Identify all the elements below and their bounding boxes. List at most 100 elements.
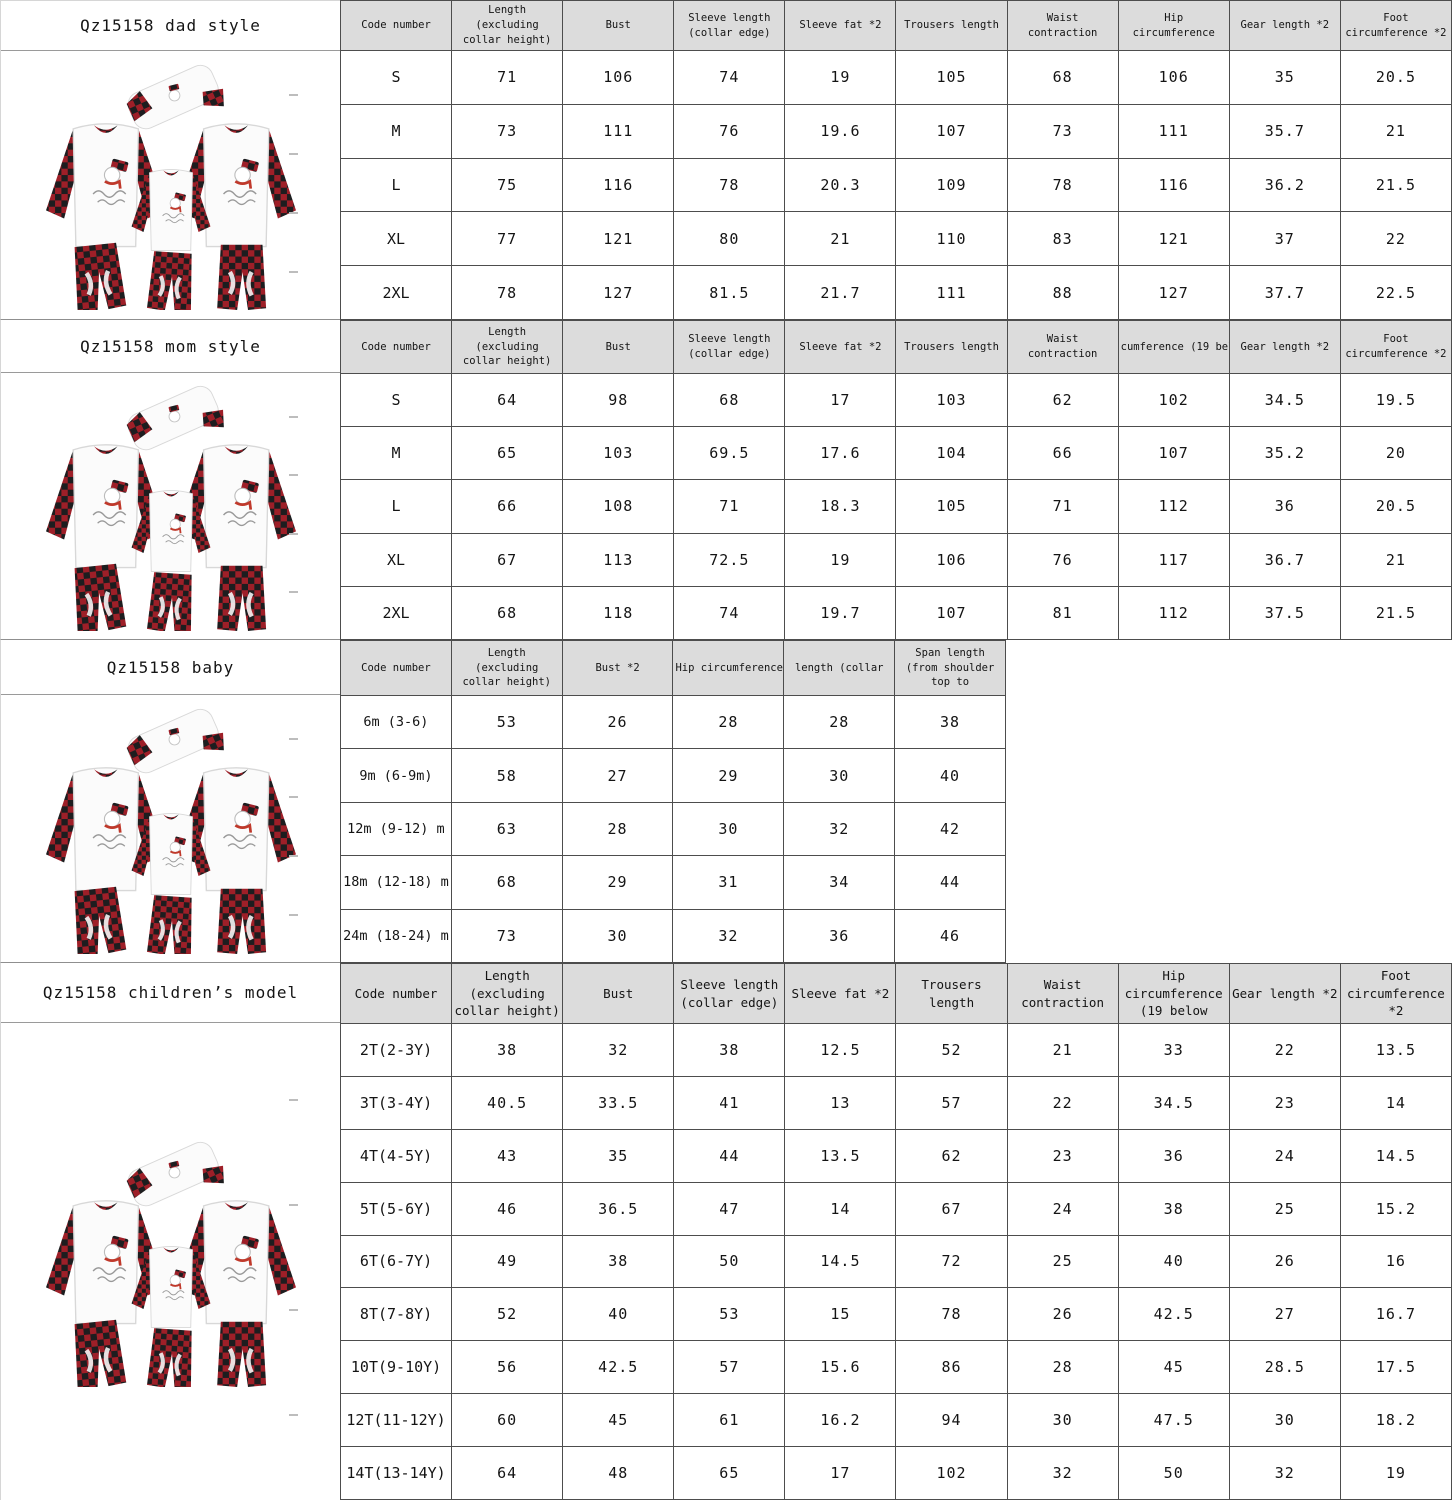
size-table-dad: Code number Length (excluding collar heig… [339,0,1452,320]
size-table-baby: Code number Length (excluding collar heig… [340,640,1006,964]
measurement-cell: 49 [451,1234,564,1289]
measurement-cell: 38 [1117,1181,1230,1236]
measurement-cell: 74 [673,50,786,105]
measurement-cell: 103 [562,426,675,481]
size-code-cell: 6m (3-6) [340,694,452,750]
measurement-cell: 112 [1117,479,1230,534]
measurement-cell: 48 [562,1446,675,1500]
measurement-cell: 35.2 [1228,426,1341,481]
measurement-cell: 20.5 [1339,50,1452,105]
measurement-cell: 83 [1006,211,1119,267]
measurement-cell: 20.3 [784,157,897,213]
measurement-cell: 72.5 [673,532,786,587]
photo-dash [289,270,298,273]
measurement-cell: 127 [1117,265,1230,320]
measurement-cell: 36.5 [562,1181,675,1236]
header-cell: Bust [562,320,675,374]
measurement-cell: 33 [1117,1023,1230,1077]
measurement-cell: 73 [450,908,563,964]
children-left-panel: Qz15158 children’s model [0,963,340,1500]
measurement-cell: 38 [894,694,1006,750]
measurement-cell: 76 [673,103,786,159]
photo-dash [289,913,298,916]
measurement-cell: 62 [895,1128,1008,1183]
measurement-cell: 63 [450,801,563,857]
photo-dash [289,152,298,155]
product-image-mom [1,373,340,639]
table-row: S 71 106 74 19 105 68 106 35 20.5 [339,50,1452,105]
measurement-cell: 30 [672,801,785,857]
measurement-cell: 20.5 [1339,479,1452,534]
measurement-cell: 24 [1228,1128,1341,1183]
measurement-cell: 102 [1117,372,1230,428]
measurement-cell: 15.6 [784,1340,897,1395]
measurement-cell: 30 [783,748,896,803]
size-code-cell: 3T(3-4Y) [339,1075,453,1130]
header-cell: Bust [562,0,675,51]
measurement-cell: 111 [1117,103,1230,159]
header-cell: Trousers length [895,0,1008,51]
pajama-set-illustration [35,381,307,631]
size-code-cell: S [339,372,453,428]
measurement-cell: 46 [894,908,1006,964]
measurement-cell: 68 [450,855,563,910]
size-code-cell: 2XL [339,265,453,320]
measurement-cell: 71 [451,50,564,105]
header-cell: Length (excluding collar height) [451,0,564,51]
measurement-cell: 86 [895,1340,1008,1395]
photo-dash [289,796,298,799]
measurement-cell: 65 [451,426,564,481]
measurement-cell: 14 [1339,1075,1452,1130]
measurement-cell: 37.5 [1228,585,1341,641]
table-row: 9m (6-9m) 58 27 29 30 40 [340,748,1006,803]
measurement-cell: 46 [451,1181,564,1236]
measurement-cell: 53 [673,1287,786,1342]
header-cell: Waist contraction [1006,963,1119,1024]
measurement-cell: 19 [784,50,897,105]
measurement-cell: 47.5 [1117,1393,1230,1447]
measurement-cell: 28 [672,694,785,750]
measurement-cell: 18.2 [1339,1393,1452,1447]
header-cell: Length (excluding collar height) [451,963,564,1024]
header-cell: Sleeve fat *2 [784,0,897,51]
header-row: Code number Length (excluding collar heig… [339,963,1452,1024]
measurement-cell: 121 [562,211,675,267]
measurement-cell: 14.5 [1339,1128,1452,1183]
measurement-cell: 23 [1006,1128,1119,1183]
size-code-cell: 4T(4-5Y) [339,1128,453,1183]
measurement-cell: 67 [895,1181,1008,1236]
table-row: XL 67 113 72.5 19 106 76 117 36.7 21 [339,532,1452,587]
measurement-cell: 44 [894,855,1006,910]
header-cell: Length (excluding collar height) [451,320,564,374]
pajama-set-illustration [35,1137,307,1387]
measurement-cell: 22 [1339,211,1452,267]
size-table-children: Code number Length (excluding collar heig… [339,963,1452,1500]
header-cell: Foot circumference *2 [1339,0,1452,51]
header-cell: Gear length *2 [1228,320,1341,374]
measurement-cell: 45 [1117,1340,1230,1395]
measurement-cell: 21.7 [784,265,897,320]
size-code-cell: L [339,157,453,213]
photo-dash [289,474,298,477]
measurement-cell: 21 [1339,103,1452,159]
measurement-cell: 47 [673,1181,786,1236]
header-cell: Sleeve fat *2 [784,963,897,1024]
measurement-cell: 77 [451,211,564,267]
header-cell: Span length (from shoulder top to [894,640,1006,696]
measurement-cell: 20 [1339,426,1452,481]
measurement-cell: 27 [561,748,674,803]
measurement-cell: 21 [784,211,897,267]
measurement-cell: 19 [784,532,897,587]
measurement-cell: 21.5 [1339,585,1452,641]
section-mom: Qz15158 mom style [0,320,1452,641]
measurement-cell: 32 [1228,1446,1341,1500]
measurement-cell: 111 [562,103,675,159]
header-row: Code number Length (excluding collar heig… [340,640,1006,696]
section-baby: Qz15158 baby [0,640,1452,964]
measurement-cell: 19 [1339,1446,1452,1500]
size-code-cell: M [339,426,453,481]
measurement-cell: 81.5 [673,265,786,320]
measurement-cell: 31 [672,855,785,910]
measurement-cell: 110 [895,211,1008,267]
photo-dash [289,1099,298,1102]
